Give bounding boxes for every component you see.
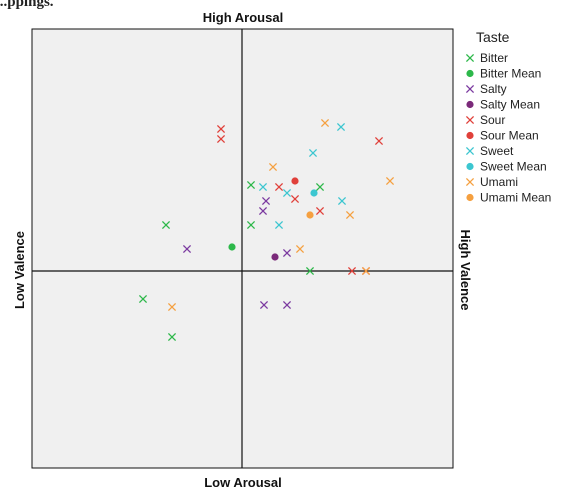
bitter-point [167, 332, 177, 342]
header-fragment: ...ppings. [0, 0, 54, 10]
bitter-point [161, 220, 171, 230]
bitter-point [305, 266, 315, 276]
salty-mean-point [271, 253, 279, 261]
umami-point [361, 266, 371, 276]
axis-label-bottom: Low Arousal [204, 475, 282, 490]
bitter-mean-point [228, 243, 236, 251]
legend-item-bitter-mean: Bitter Mean [466, 67, 541, 81]
legend-item-umami: Umami [465, 175, 518, 189]
legend-marker [465, 115, 475, 125]
legend-marker [465, 177, 475, 187]
sour-point [274, 182, 284, 192]
legend-item-sour-mean: Sour Mean [466, 129, 539, 143]
umami-point [320, 118, 330, 128]
sweet-mean-point [310, 189, 318, 197]
legend-label: Sour Mean [480, 129, 539, 143]
legend-label: Bitter Mean [480, 67, 541, 81]
umami-mean-point [306, 211, 314, 219]
sweet-point [282, 188, 292, 198]
sour-point [315, 206, 325, 216]
umami-point [268, 162, 278, 172]
salty-point [282, 248, 292, 258]
sour-point [374, 136, 384, 146]
data-marks [138, 118, 395, 342]
salty-point [259, 300, 269, 310]
legend-label: Salty Mean [480, 98, 540, 112]
legend-item-umami-mean: Umami Mean [466, 191, 551, 205]
legend-marker [466, 162, 474, 171]
legend-marker [466, 69, 474, 78]
legend-marker [466, 131, 474, 140]
legend-item-sweet-mean: Sweet Mean [466, 160, 547, 174]
axis-label-left: Low Valence [12, 231, 27, 309]
legend-label: Salty [480, 82, 507, 96]
sour-point [347, 266, 357, 276]
umami-point [345, 210, 355, 220]
legend-item-salty-mean: Salty Mean [466, 98, 540, 112]
sweet-point [308, 148, 318, 158]
bitter-point [246, 180, 256, 190]
legend-marker [466, 100, 474, 109]
bitter-point [138, 294, 148, 304]
sour-mean-point [291, 177, 299, 185]
salty-point [258, 206, 268, 216]
legend-label: Bitter [480, 51, 508, 65]
legend-label: Sweet Mean [480, 160, 547, 174]
sweet-point [274, 220, 284, 230]
legend-label: Sour [480, 113, 505, 127]
bitter-point [315, 182, 325, 192]
sour-point [216, 134, 226, 144]
legend-title: Taste [476, 29, 510, 45]
umami-point [167, 302, 177, 312]
legend-label: Sweet [480, 144, 514, 158]
legend-marker [465, 84, 475, 94]
axis-label-right: High Valence [458, 230, 473, 311]
umami-point [295, 244, 305, 254]
legend-label: Umami Mean [480, 191, 551, 205]
sweet-point [336, 122, 346, 132]
salty-point [282, 300, 292, 310]
bitter-point [246, 220, 256, 230]
sweet-point [337, 196, 347, 206]
axis-label-top: High Arousal [203, 10, 283, 25]
salty-point [182, 244, 192, 254]
legend-marker [465, 53, 475, 63]
legend-marker [466, 193, 474, 202]
legend-item-sour: Sour [465, 113, 505, 127]
sweet-point [258, 182, 268, 192]
legend-marker [465, 146, 475, 156]
sour-point [290, 194, 300, 204]
legend-item-salty: Salty [465, 82, 507, 96]
legend-item-sweet: Sweet [465, 144, 514, 158]
salty-point [261, 196, 271, 206]
umami-point [385, 176, 395, 186]
sour-point [216, 124, 226, 134]
legend-item-bitter: Bitter [465, 51, 508, 65]
legend-label: Umami [480, 175, 518, 189]
